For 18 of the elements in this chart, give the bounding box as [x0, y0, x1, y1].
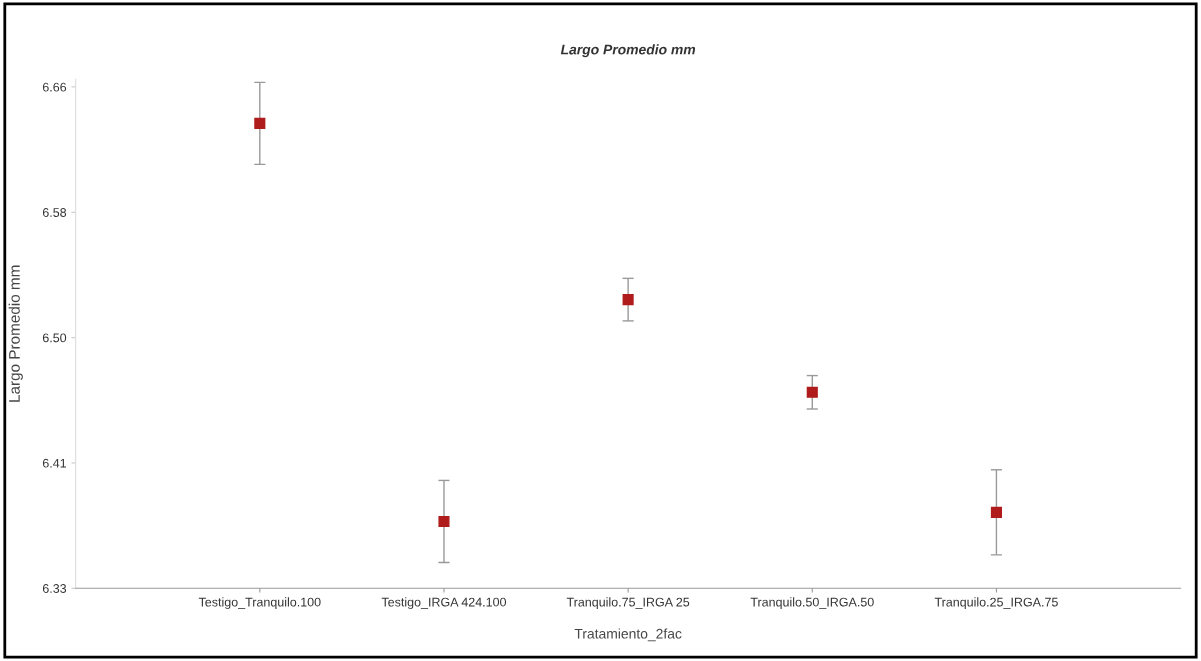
point — [806, 386, 818, 398]
point — [990, 506, 1002, 518]
chart-title: Largo Promedio mm — [560, 44, 696, 58]
y-tick-label: 6.66 — [42, 82, 67, 92]
x-tick-label: Tranquilo.25_IRGA.75 — [934, 597, 1058, 609]
y-tick-label: 6.41 — [42, 458, 67, 468]
point — [438, 515, 450, 527]
y-tick-label: 6.58 — [42, 208, 67, 217]
x-tick-label: Tranquilo.75_IRGA 25 — [566, 597, 690, 609]
y-axis-title: Largo Promedio mm — [8, 265, 23, 402]
point — [622, 294, 634, 306]
point — [254, 117, 266, 129]
x-tick-label: Testigo_IRGA 424.100 — [381, 597, 507, 609]
x-tick-label: Tranquilo.50_IRGA.50 — [750, 597, 874, 609]
y-tick-label: 6.33 — [42, 584, 67, 593]
x-tick-label: Testigo_Tranquilo.100 — [198, 597, 321, 609]
x-axis-title: Tratamiento_2fac — [574, 628, 682, 642]
y-tick-label: 6.50 — [42, 333, 67, 343]
